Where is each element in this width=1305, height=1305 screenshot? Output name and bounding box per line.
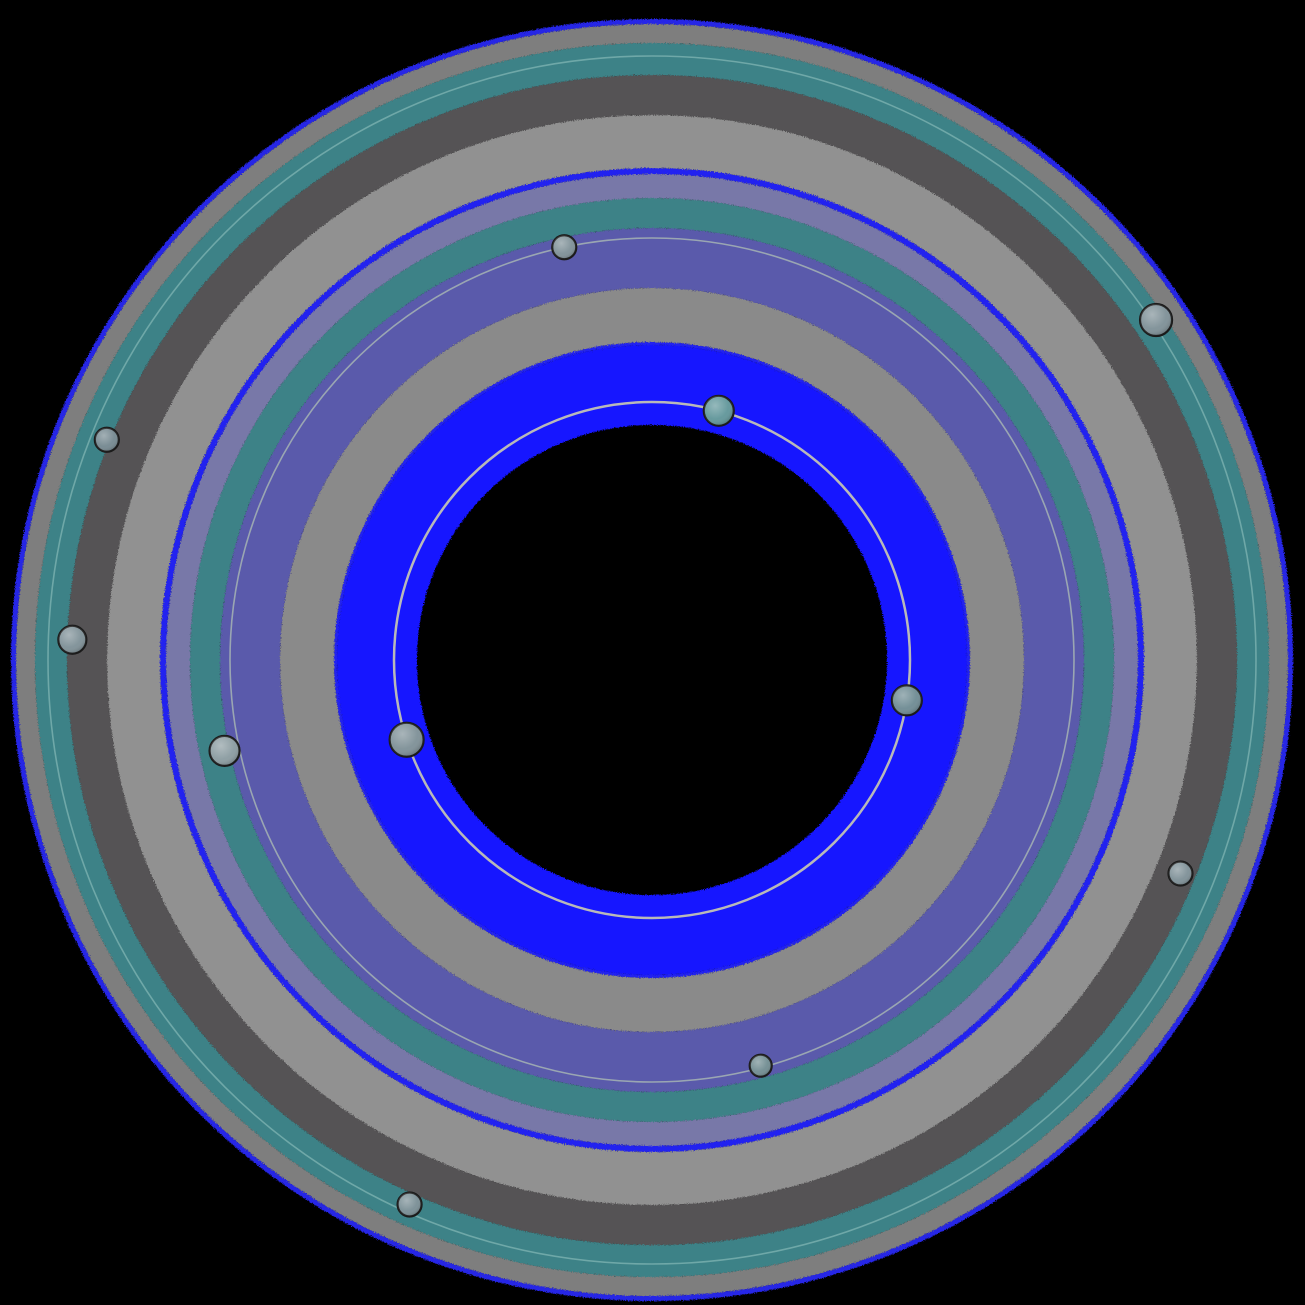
node-highlight-icon [58,625,87,654]
ring-band-slate-purple-1 [220,228,1084,1092]
ring-band-mid-gray-1 [280,288,1024,1032]
node-marker[interactable]: Node 4 [551,234,578,261]
node-marker[interactable]: Node 3 [890,684,923,717]
node-marker[interactable]: Node 1 [702,394,735,427]
ring-band-dark-gray-1 [67,75,1237,1245]
node-marker[interactable]: Node 10 [396,1191,423,1218]
node-markers-group[interactable]: Node 1 Node 2 Node 3 Node 4 Node 5 Node 6 Node… [57,234,1194,1218]
node-highlight-icon [397,1192,422,1217]
node-marker[interactable]: Node 5 [208,734,241,767]
ring-band-muted-purple-1 [166,174,1138,1146]
orbit-guides-group [47,55,1257,1265]
ring-band-light-gray-1 [107,115,1197,1205]
ring-band-mid-gray-2 [16,24,1288,1296]
ring-band-inner-blue-core [337,345,967,975]
orbit-path-outer-orbit [47,55,1257,1265]
node-highlight-icon [209,735,240,766]
node-marker[interactable]: Node 9 [57,624,88,655]
node-highlight-icon [389,722,424,757]
node-highlight-icon [94,427,119,452]
ring-band-blue-hairline [160,168,1144,1152]
ring-band-teal-2 [35,43,1269,1277]
node-highlight-icon [1140,304,1173,337]
node-marker[interactable]: Node 7 [1138,302,1174,338]
node-highlight-icon [552,235,577,260]
ring-band-outer-blue-edge [11,19,1293,1301]
ring-band-teal-1 [190,198,1114,1122]
node-highlight-icon [749,1054,772,1077]
chart-center-hole [417,425,887,895]
node-marker[interactable]: Node 11 [1167,860,1194,887]
orbit-path-inner-orbit [392,400,912,920]
node-highlight-icon [703,395,734,426]
node-highlight-icon [891,685,922,716]
node-marker[interactable]: Node 2 [388,721,425,758]
ring-band-blue-outline [334,342,970,978]
orbit-path-second-orbit [229,237,1075,1083]
node-marker[interactable]: Node 8 [93,426,120,453]
node-marker[interactable]: Node 6 [748,1053,773,1078]
ring-bands-group [11,19,1293,1301]
node-highlight-icon [1168,861,1193,886]
